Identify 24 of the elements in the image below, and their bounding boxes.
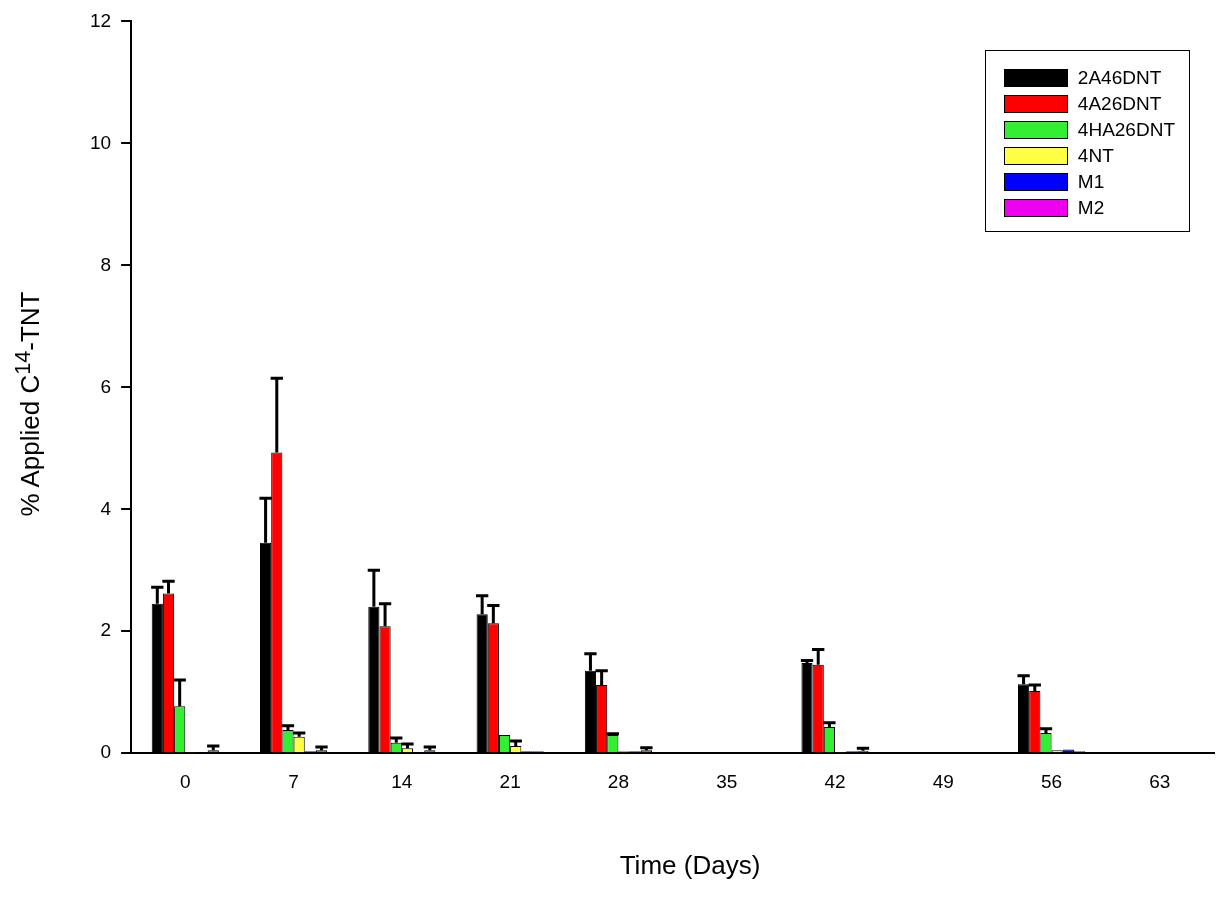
x-tick-label: 63	[1149, 770, 1171, 792]
x-tick-label: 14	[391, 770, 413, 792]
legend-label: 4HA26DNT	[1077, 119, 1175, 141]
legend-label: 4NT	[1077, 145, 1114, 167]
y-tick-label: 10	[89, 131, 112, 153]
y-tick-label: 0	[100, 741, 112, 763]
y-tick-label: 6	[100, 375, 112, 397]
x-tick-label: 0	[179, 770, 191, 792]
x-tick-label: 21	[499, 770, 521, 792]
y-tick-label: 2	[100, 619, 112, 641]
x-tick-label: 56	[1041, 770, 1063, 792]
x-axis-title: Time (Days)	[619, 850, 761, 881]
y-tick-label: 8	[100, 253, 112, 275]
x-tick-label: 35	[716, 770, 738, 792]
legend-label: 4A26DNT	[1077, 93, 1162, 115]
y-tick-label: 12	[89, 9, 112, 31]
x-tick-label: 7	[288, 770, 299, 792]
x-tick-label: 42	[824, 770, 846, 792]
y-tick-label: 4	[100, 497, 112, 519]
x-tick-label: 49	[932, 770, 954, 792]
legend-label: M2	[1077, 197, 1105, 219]
legend-label: M1	[1077, 171, 1105, 193]
x-tick-label: 28	[607, 770, 629, 792]
legend-label: 2A46DNT	[1077, 67, 1162, 89]
